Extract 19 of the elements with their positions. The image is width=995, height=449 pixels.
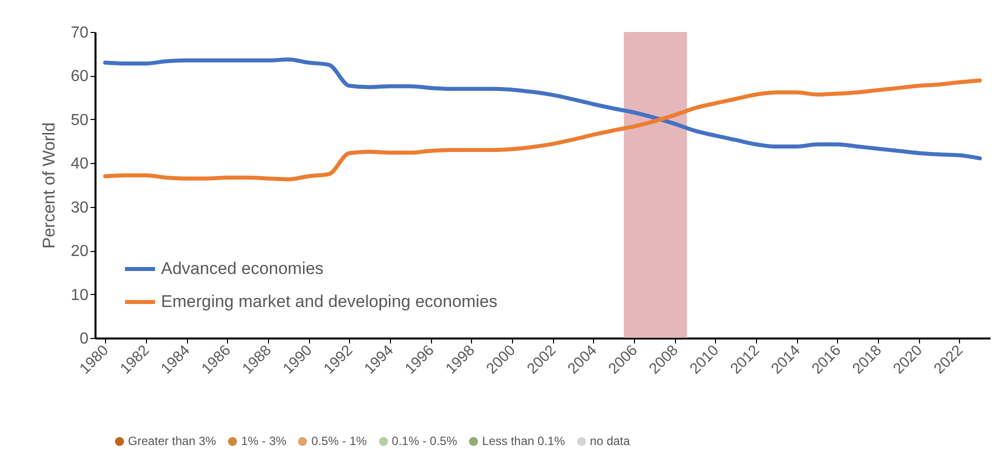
y-tick-label: 0 <box>80 330 89 348</box>
line-series <box>103 58 982 160</box>
text: 0.1% - 0.5% <box>392 434 458 448</box>
y-axis-title: Percent of World <box>40 122 59 249</box>
text: Greater than 3% <box>128 434 216 448</box>
legend-label: Advanced economies <box>161 259 324 278</box>
legend-label: Emerging market and developing economies <box>161 292 498 311</box>
y-tick-label: 50 <box>70 112 89 129</box>
y-tick-label: 30 <box>70 199 89 216</box>
y-tick-label: 70 <box>70 24 89 42</box>
y-tick-label: 40 <box>70 156 89 173</box>
text: 1% - 3% <box>241 434 286 448</box>
line-series <box>103 78 982 182</box>
text: 0.5% - 1% <box>311 434 367 448</box>
text: Less than 0.1% <box>482 434 565 448</box>
text: no data <box>590 434 630 448</box>
y-tick-label: 60 <box>70 68 89 86</box>
y-tick-label: 10 <box>70 286 89 304</box>
y-tick-label: 20 <box>70 243 89 260</box>
